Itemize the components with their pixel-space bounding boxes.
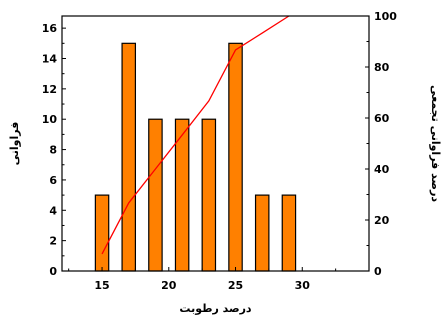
histogram-bar xyxy=(148,118,163,272)
left-y-axis: 0 2 4 6 8 10 12 14 16 xyxy=(42,22,66,278)
x-axis: 15 20 25 30 xyxy=(68,267,337,292)
y2-tick-label: 80 xyxy=(374,61,390,74)
x-axis-label: درصد رطوبت xyxy=(179,302,252,315)
y-tick-label: 8 xyxy=(49,144,57,157)
bars-layer xyxy=(94,42,297,272)
cumulative-line-layer xyxy=(101,15,290,255)
histogram-bar xyxy=(254,194,270,272)
histogram-bar xyxy=(228,42,243,272)
y2-tick-label: 60 xyxy=(374,112,390,125)
y2-tick-label: 0 xyxy=(374,265,382,278)
y-tick-label: 14 xyxy=(42,53,58,66)
y-tick-label: 6 xyxy=(49,174,57,187)
y-tick-label: 10 xyxy=(42,113,58,126)
x-tick-label: 20 xyxy=(161,279,177,292)
x-tick-label: 30 xyxy=(295,279,311,292)
cumulative-frequency-line xyxy=(101,15,290,255)
histogram-bar xyxy=(201,118,217,272)
y-tick-label: 12 xyxy=(42,83,57,96)
x-tick-label: 15 xyxy=(94,279,109,292)
y-tick-label: 16 xyxy=(42,22,58,35)
y2-tick-label: 100 xyxy=(374,10,397,23)
histogram-bar xyxy=(94,194,110,272)
y-tick-label: 2 xyxy=(49,235,57,248)
histogram-bar xyxy=(121,42,137,272)
y-axis-label: فراوانی xyxy=(8,122,21,166)
histogram-bar xyxy=(281,194,297,272)
y-tick-label: 4 xyxy=(49,204,57,217)
right-y-axis: 0 20 40 60 80 100 xyxy=(365,10,397,278)
y2-tick-label: 40 xyxy=(374,163,390,176)
x-tick-label: 25 xyxy=(228,279,243,292)
y-tick-label: 0 xyxy=(49,265,57,278)
y2-axis-label: درصد فراوانی تجمعی xyxy=(429,85,442,202)
y2-tick-label: 20 xyxy=(374,214,390,227)
